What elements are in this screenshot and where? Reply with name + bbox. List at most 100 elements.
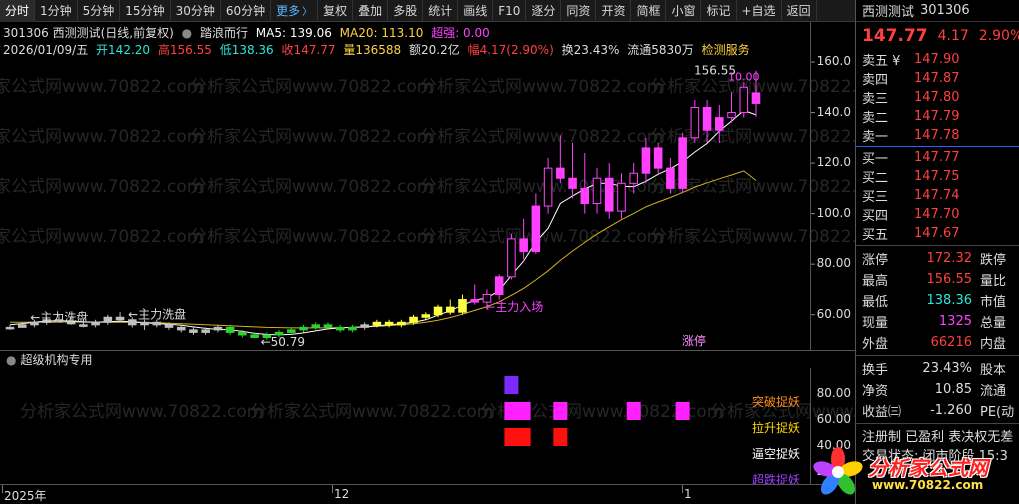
- stat-label-2: 股本: [980, 363, 1007, 378]
- ask-price: 147.79: [914, 109, 960, 124]
- bid-price: 147.75: [914, 169, 960, 184]
- candle-body: [103, 316, 113, 323]
- candle-body: [311, 324, 321, 328]
- candle-body: [421, 314, 431, 318]
- toolbar-button-3[interactable]: 15分钟: [120, 0, 171, 22]
- orderbook-divider: [856, 146, 1019, 147]
- candle-body: [580, 187, 590, 205]
- ask-row: 卖一 147.78: [856, 126, 1019, 145]
- stat-row: 净资 10.85 流通: [856, 379, 1019, 400]
- price-axis-label: 140.0: [816, 104, 851, 119]
- candle-body: [91, 321, 100, 326]
- toolbar-button-16[interactable]: 简框: [631, 0, 667, 22]
- signal-bar: [626, 402, 641, 420]
- watermark-text: 分析家公式网www.70822.com: [420, 177, 663, 197]
- date-axis-label: 1: [684, 487, 692, 501]
- stat-label: 现量: [862, 316, 889, 331]
- candle-body: [164, 324, 174, 328]
- stat-label-2: 总量: [980, 316, 1007, 331]
- order-book: 卖五 ¥ 147.90 卖四 147.87 卖三 147.80 卖二 147.79 卖一 147.…: [856, 50, 1019, 243]
- signal-bar: [504, 402, 519, 420]
- candle-body: [641, 147, 651, 174]
- toolbar-button-1[interactable]: 1分钟: [35, 0, 78, 22]
- candle-body: [115, 316, 125, 321]
- candle-body: [225, 326, 235, 333]
- stat-label: 净资: [862, 384, 889, 399]
- toolbar-button-11[interactable]: 画线: [458, 0, 494, 22]
- ask-price: 147.87: [914, 71, 960, 86]
- candle-body: [702, 106, 712, 131]
- date-axis: 2025年 12 1: [0, 484, 855, 504]
- indicator-title: 超级机构专用: [20, 353, 93, 367]
- bid-row: 买四 147.70: [856, 205, 1019, 224]
- quote-header: 西测测试 301306: [856, 0, 1019, 22]
- candle-body: [433, 306, 443, 316]
- toolbar-button-0[interactable]: 分时: [0, 0, 36, 22]
- signal-bar: [675, 402, 690, 420]
- stat-value: 66216: [930, 335, 972, 350]
- toolbar-button-14[interactable]: 同资: [561, 0, 597, 22]
- ask-row: 卖三 147.80: [856, 88, 1019, 107]
- candle-body: [507, 238, 516, 278]
- bid-price: 147.70: [914, 207, 960, 222]
- signal-bar: [516, 428, 531, 446]
- low-annotation: ←50.79: [261, 335, 305, 349]
- quote-info: 注册制 已盈利 表决权无差 交易状态: 闭市阶段 15:3: [856, 426, 1019, 464]
- ma5-label: MA5: 139.06: [255, 26, 332, 40]
- quote-change: 4.17: [937, 28, 969, 44]
- candle-body: [482, 294, 492, 303]
- toolbar-button-12[interactable]: F10: [493, 0, 527, 22]
- watermark-text: 分析家公式网www.70822.com: [650, 127, 855, 147]
- chart-canvas[interactable]: 分析家公式网www.70822.com分析家公式网www.70822.com分析…: [0, 22, 855, 504]
- candle-body: [360, 324, 369, 328]
- watermark-text: 分析家公式网www.70822.com: [480, 402, 723, 422]
- ask-row: 卖四 147.87: [856, 69, 1019, 88]
- toolbar-button-18[interactable]: 标记: [701, 0, 737, 22]
- signal-bar: [553, 402, 568, 420]
- quote-name: 西测测试: [862, 5, 915, 20]
- candle-body: [519, 238, 528, 253]
- toolbar-button-5[interactable]: 60分钟: [221, 0, 272, 22]
- toolbar-button-13[interactable]: 逐分: [526, 0, 562, 22]
- watermark-text: 分析家公式网www.70822.com: [420, 227, 663, 247]
- toolbar-button-6[interactable]: 更多〉: [271, 0, 319, 22]
- toolbar-button-4[interactable]: 30分钟: [171, 0, 221, 22]
- stat-row: 收益㈢ -1.260 PE(动: [856, 400, 1019, 421]
- candle-body: [751, 92, 761, 104]
- bid-row: 买五 147.67: [856, 224, 1019, 243]
- toolbar-button-10[interactable]: 统计: [423, 0, 459, 22]
- toolbar-button-8[interactable]: 叠加: [353, 0, 389, 22]
- bid-price: 147.77: [914, 150, 960, 165]
- date-tick: [682, 485, 683, 493]
- stat-label-2: 量比: [980, 274, 1007, 289]
- ask-label: 卖三: [862, 92, 889, 107]
- date-label: 2026/01/09/五: [3, 43, 89, 57]
- stat-label: 外盘: [862, 337, 889, 352]
- watermark-text: 分析家公式网www.70822.com: [0, 77, 203, 97]
- indicator-axis-label: 60.00: [816, 412, 851, 426]
- ask-label: 卖二: [862, 111, 889, 126]
- period-toolbar: 分时 1分钟 5分钟 15分钟 30分钟 60分钟 更多〉复权 叠加 多股 统计 画线 F10 逐分 同资…: [0, 0, 855, 22]
- toolbar-button-2[interactable]: 5分钟: [78, 0, 121, 22]
- candle-body: [42, 319, 51, 323]
- toolbar-button-7[interactable]: 复权: [318, 0, 354, 22]
- stat-label: 最低: [862, 295, 889, 310]
- stat-value: 172.32: [926, 251, 973, 266]
- kline-chart[interactable]: 分析家公式网www.70822.com分析家公式网www.70822.com分析…: [0, 22, 855, 504]
- toolbar-button-20[interactable]: 返回: [782, 0, 817, 22]
- toolbar-button-17[interactable]: 小窗: [666, 0, 702, 22]
- indicator-axis-label: 80.00: [816, 386, 851, 400]
- pattern-dot-icon: ●: [181, 26, 193, 40]
- toolbar-button-15[interactable]: 开资: [596, 0, 632, 22]
- toolbar-button-19[interactable]: +自选: [737, 0, 782, 22]
- toolbar-button-9[interactable]: 多股: [388, 0, 424, 22]
- stat-label-2: 流通: [980, 384, 1007, 399]
- candle-body: [458, 299, 467, 313]
- candle-body: [470, 299, 480, 303]
- price-axis-label: 160.0: [816, 54, 851, 68]
- stat-label: 收益㈢: [862, 405, 902, 420]
- watermark-text: 分析家公式网www.70822.com: [420, 127, 663, 147]
- candle-body: [189, 329, 198, 333]
- candle-body: [397, 321, 406, 326]
- flower-logo-icon: [813, 447, 863, 495]
